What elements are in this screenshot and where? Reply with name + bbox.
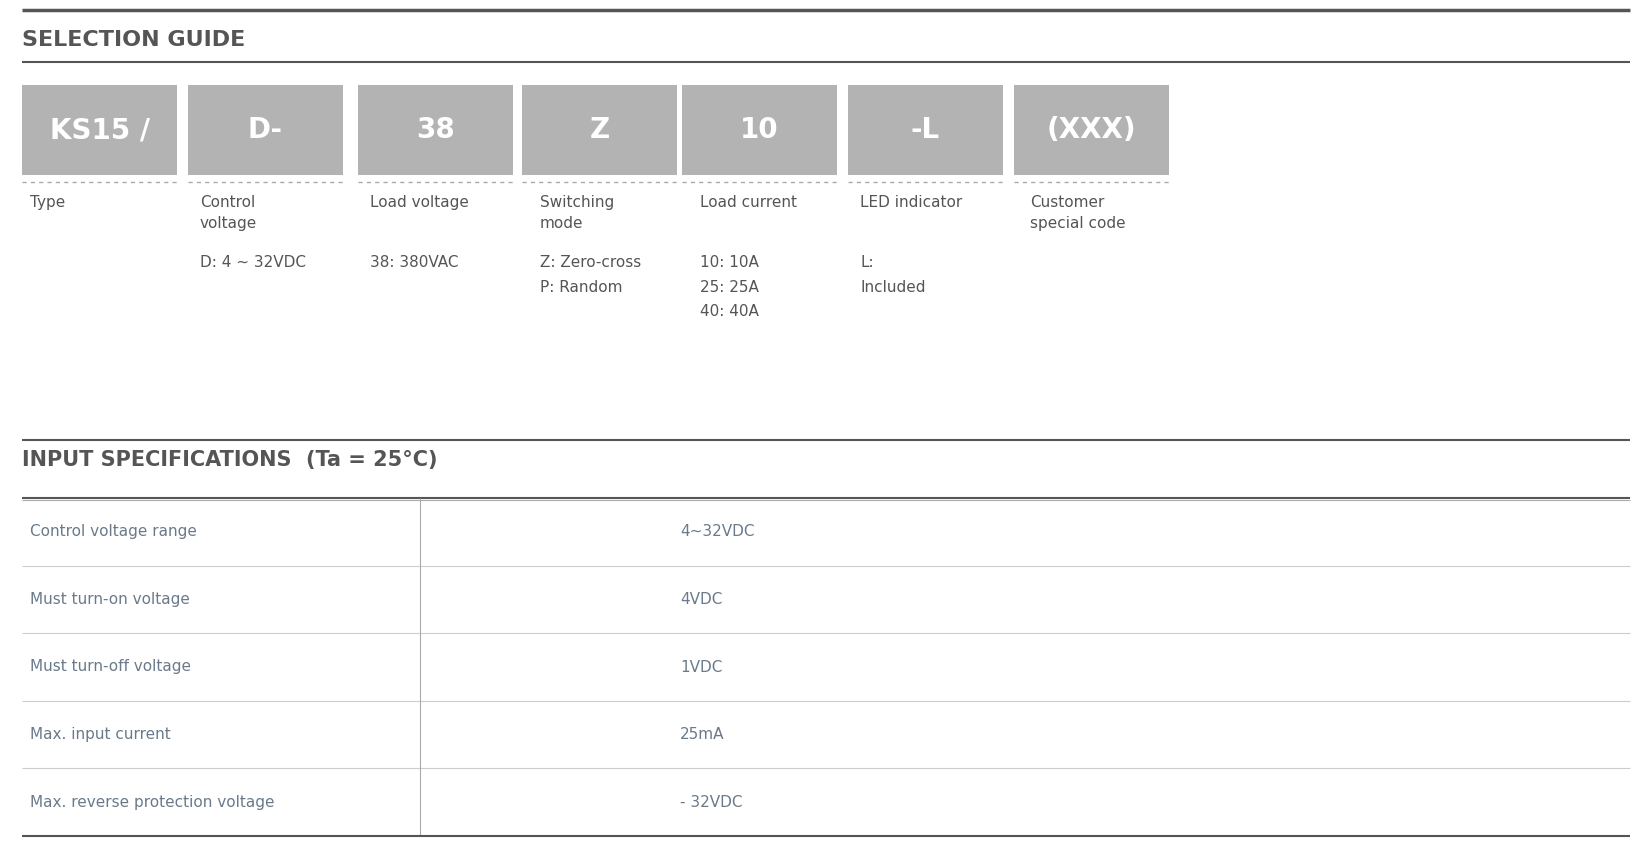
Text: 10: 10A
25: 25A
40: 40A: 10: 10A 25: 25A 40: 40A [700,255,758,319]
Text: Must turn-on voltage: Must turn-on voltage [30,591,190,607]
Text: Switching
mode: Switching mode [540,195,615,231]
Text: -L: -L [910,116,940,144]
Bar [682,85,838,175]
Text: Z: Zero-cross
P: Random: Z: Zero-cross P: Random [540,255,641,294]
Text: 1VDC: 1VDC [681,659,722,675]
Text: Customer
special code: Customer special code [1029,195,1125,231]
Text: D: 4 ~ 32VDC: D: 4 ~ 32VDC [200,255,306,270]
Text: INPUT SPECIFICATIONS  (Ta = 25°C): INPUT SPECIFICATIONS (Ta = 25°C) [21,450,438,470]
Bar [188,85,344,175]
Text: Must turn-off voltage: Must turn-off voltage [30,659,192,675]
Text: KS15 /: KS15 / [50,116,149,144]
Text: Load current: Load current [700,195,796,210]
Text: L:
Included: L: Included [861,255,925,294]
Text: 4~32VDC: 4~32VDC [681,524,755,539]
Bar [1014,85,1170,175]
Text: 10: 10 [740,116,778,144]
Text: LED indicator: LED indicator [861,195,961,210]
Text: Z: Z [590,116,610,144]
Text: (XXX): (XXX) [1047,116,1137,144]
Bar [847,85,1003,175]
Text: Max. reverse protection voltage: Max. reverse protection voltage [30,794,274,810]
Text: SELECTION GUIDE: SELECTION GUIDE [21,30,244,50]
Bar [522,85,677,175]
Text: 25mA: 25mA [681,727,725,742]
Text: Max. input current: Max. input current [30,727,170,742]
Text: 38: 380VAC: 38: 380VAC [370,255,459,270]
Text: Control voltage range: Control voltage range [30,524,197,539]
Bar [358,85,514,175]
Text: Load voltage: Load voltage [370,195,469,210]
Text: - 32VDC: - 32VDC [681,794,742,810]
Text: 4VDC: 4VDC [681,591,722,607]
Text: D-: D- [248,116,282,144]
Bar [21,85,177,175]
Text: Control
voltage: Control voltage [200,195,258,231]
Text: Type: Type [30,195,64,210]
Text: 38: 38 [416,116,454,144]
